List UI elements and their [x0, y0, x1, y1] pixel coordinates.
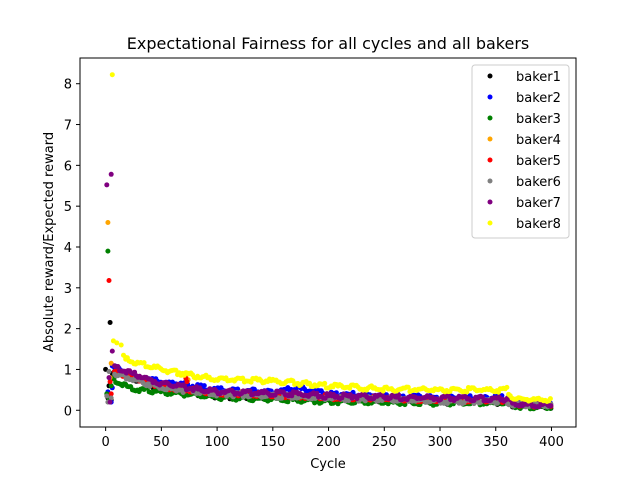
legend-label: baker4 — [516, 133, 561, 148]
legend-label: baker8 — [516, 217, 561, 232]
baker8-point — [123, 356, 129, 362]
baker8-dense-point — [504, 384, 510, 390]
baker8-dense-point — [141, 360, 147, 366]
x-axis-label: Cycle — [310, 457, 346, 472]
baker8-point — [114, 340, 120, 346]
legend-marker — [487, 199, 493, 205]
chart-title: Expectational Fairness for all cycles an… — [127, 34, 529, 53]
baker7-dense-point — [396, 392, 402, 398]
baker6-point — [108, 395, 114, 401]
legend-marker — [487, 73, 493, 79]
legend-box — [471, 64, 570, 239]
baker8-point — [121, 352, 126, 358]
legend-label: baker6 — [516, 175, 561, 190]
baker6-point — [104, 393, 110, 399]
legend-marker — [487, 136, 493, 142]
plot-frame — [79, 57, 577, 428]
baker5-point — [106, 278, 112, 283]
y-tick-label: 5 — [64, 200, 72, 215]
legend-label: baker7 — [516, 196, 561, 211]
legend-label: baker5 — [516, 154, 561, 169]
legend: baker1 baker2 baker3 baker4 baker5 baker6 bake… — [471, 64, 570, 239]
baker8-dense-point — [547, 396, 553, 402]
legend-marker — [487, 178, 493, 184]
x-tick-label: 200 — [316, 435, 341, 450]
baker7-dense-point — [314, 390, 320, 396]
legend-item-baker8: baker8 — [487, 217, 561, 232]
baker2-dense-point — [201, 383, 207, 389]
x-tick-label: 350 — [483, 435, 508, 450]
baker7-point — [109, 348, 115, 354]
baker7-dense-point — [247, 388, 253, 394]
legend-label: baker1 — [516, 70, 561, 85]
plot-area — [103, 72, 554, 412]
legend-label: baker3 — [516, 112, 561, 127]
x-tick-label: 400 — [539, 435, 564, 450]
y-tick-label: 2 — [64, 323, 72, 338]
baker7-dense-point — [339, 395, 345, 401]
legend-marker — [487, 157, 493, 163]
baker7-dense-point — [548, 403, 554, 409]
baker6-point — [106, 369, 112, 374]
baker5-point — [108, 391, 114, 397]
series-baker7 — [104, 171, 554, 410]
y-tick-label: 0 — [64, 404, 72, 419]
y-tick-label: 4 — [64, 241, 72, 256]
legend-item-baker7: baker7 — [487, 196, 561, 211]
y-axis-label: Absolute reward/Expected reward — [42, 132, 57, 352]
y-tick-label: 1 — [64, 363, 72, 378]
y-tick-label: 3 — [64, 282, 72, 297]
baker2-dense-point — [251, 386, 257, 392]
baker6-dense-point — [180, 390, 186, 395]
baker8-point — [109, 72, 115, 78]
baker7-dense-point — [272, 392, 278, 398]
baker7-point — [104, 182, 110, 188]
x-axis: 0 50 100 150 200 250 300 350 400 — [101, 427, 564, 450]
series-baker8 — [109, 72, 553, 404]
legend-marker — [487, 220, 493, 226]
legend-item-baker3: baker3 — [487, 112, 561, 127]
y-tick-label: 7 — [64, 119, 72, 134]
legend-item-baker5: baker5 — [487, 154, 561, 169]
baker1-point — [107, 320, 113, 325]
legend-label: baker2 — [516, 91, 561, 106]
legend-item-baker1: baker1 — [487, 70, 561, 85]
baker6-dense-point — [147, 384, 153, 389]
x-tick-label: 0 — [101, 435, 109, 450]
x-tick-label: 150 — [260, 435, 285, 450]
baker8-dense-point — [322, 380, 328, 386]
legend-item-baker2: baker2 — [487, 91, 561, 106]
baker8-dense-point — [405, 384, 411, 390]
baker8-dense-point — [464, 389, 470, 395]
baker4-point — [105, 220, 111, 225]
baker6-dense-point — [279, 395, 285, 401]
baker3-point — [108, 383, 114, 389]
baker7-point — [107, 399, 113, 405]
legend-marker — [487, 115, 493, 121]
legend-marker — [487, 94, 493, 100]
baker7-dense-point — [479, 394, 485, 400]
baker8-point — [118, 342, 124, 348]
x-tick-label: 100 — [205, 435, 230, 450]
legend-item-baker4: baker4 — [487, 133, 561, 148]
y-tick-label: 6 — [64, 159, 72, 174]
baker7-dense-point — [115, 364, 121, 369]
x-tick-label: 250 — [372, 435, 397, 450]
x-tick-label: 50 — [153, 435, 170, 450]
y-axis: 0 1 2 3 4 5 6 7 8 — [64, 78, 80, 419]
baker5-point — [184, 379, 190, 385]
baker7-dense-point — [289, 393, 295, 399]
baker3-point — [105, 248, 111, 254]
x-tick-label: 300 — [428, 435, 453, 450]
baker5-point — [107, 379, 113, 385]
baker3-dense-point — [285, 399, 291, 405]
baker8-dense-point — [240, 375, 246, 381]
legend-item-baker6: baker6 — [487, 175, 561, 190]
baker7-point — [108, 171, 114, 177]
y-tick-label: 8 — [64, 78, 72, 93]
baker7-point — [106, 375, 112, 381]
